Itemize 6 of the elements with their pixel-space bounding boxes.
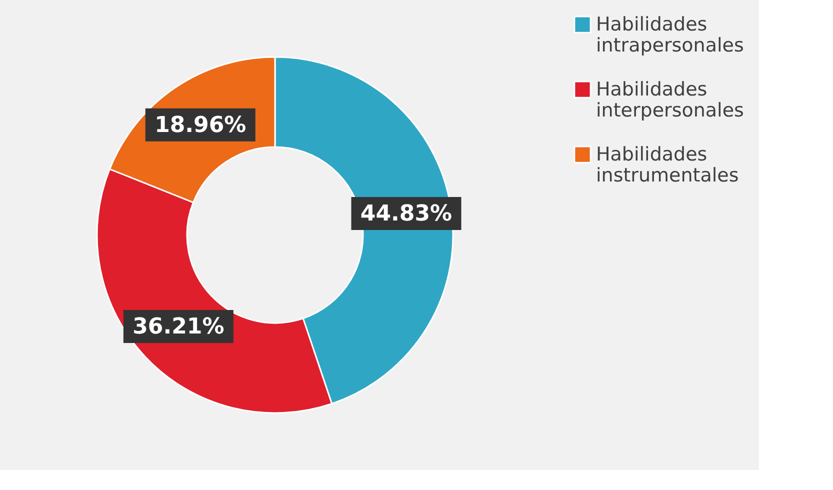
data-label: 36.21% — [132, 314, 224, 340]
legend-label: Habilidades instrumentales — [596, 144, 739, 186]
data-label: 18.96% — [154, 112, 246, 138]
legend-label: Habilidades intrapersonales — [596, 14, 744, 56]
data-label: 44.83% — [360, 201, 452, 226]
legend-label: Habilidades interpersonales — [596, 78, 744, 122]
